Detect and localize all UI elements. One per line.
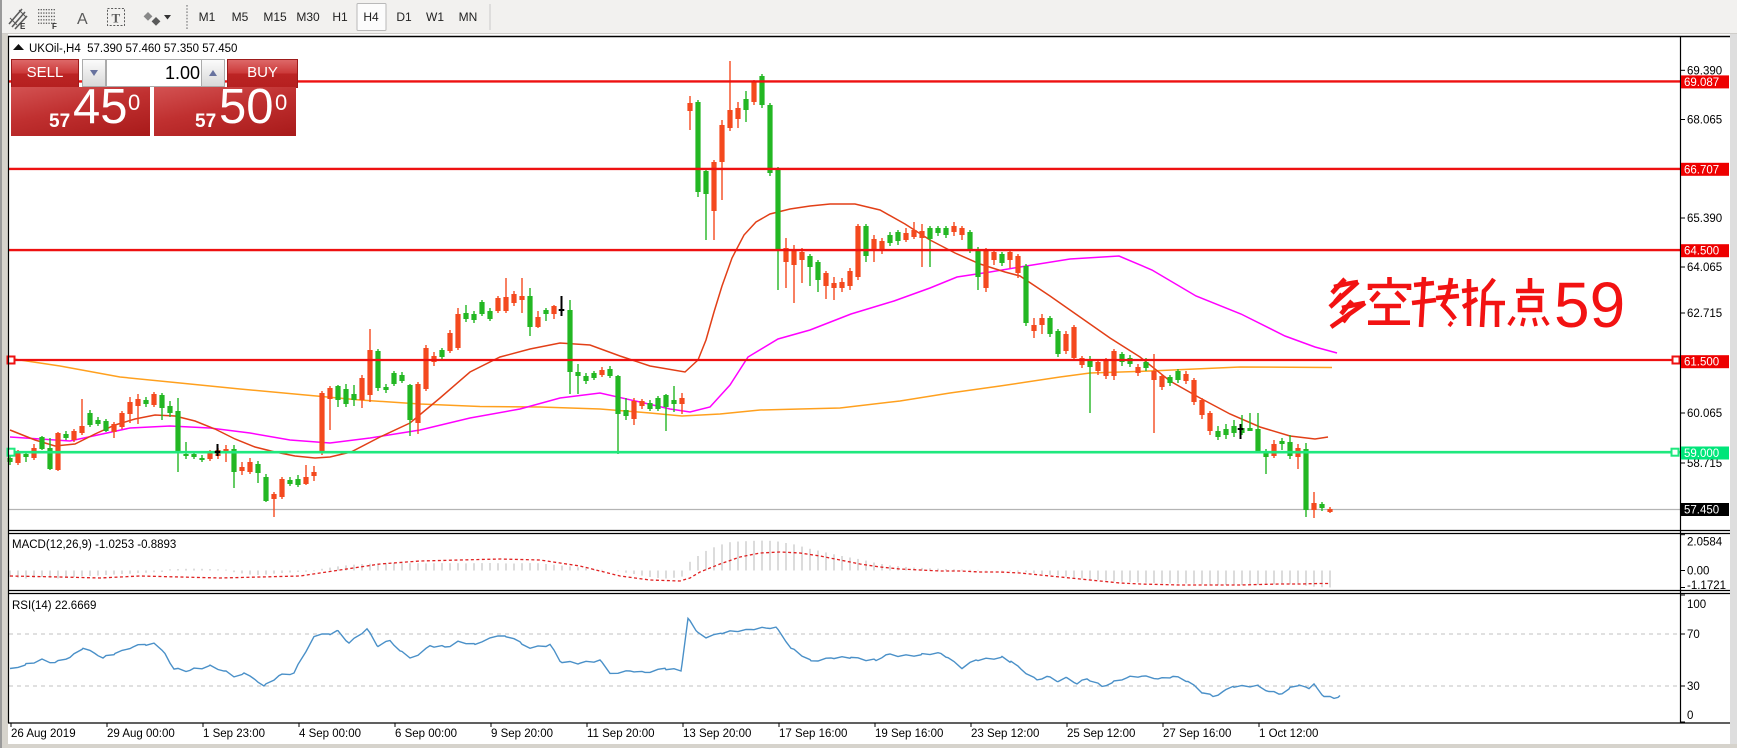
svg-text:E: E [20, 22, 26, 31]
svg-text:70: 70 [1687, 629, 1700, 641]
svg-text:19 Sep 16:00: 19 Sep 16:00 [875, 728, 943, 740]
svg-text:4 Sep 00:00: 4 Sep 00:00 [299, 728, 361, 740]
svg-text:11 Sep 20:00: 11 Sep 20:00 [587, 728, 655, 740]
svg-text:2.0584: 2.0584 [1687, 537, 1723, 549]
svg-text:69.390: 69.390 [1687, 65, 1722, 77]
svg-text:59.000: 59.000 [1684, 448, 1719, 460]
svg-text:0.00: 0.00 [1687, 566, 1709, 578]
svg-text:9 Sep 20:00: 9 Sep 20:00 [491, 728, 553, 740]
svg-text:64.500: 64.500 [1684, 246, 1719, 258]
svg-text:0: 0 [1687, 710, 1693, 722]
svg-text:13 Sep 20:00: 13 Sep 20:00 [683, 728, 751, 740]
svg-text:65.390: 65.390 [1687, 213, 1722, 225]
svg-text:58.715: 58.715 [1687, 458, 1722, 470]
svg-text:F: F [52, 22, 57, 31]
svg-text:T: T [112, 11, 121, 26]
svg-text:MN: MN [459, 10, 478, 24]
svg-text:27 Sep 16:00: 27 Sep 16:00 [1163, 728, 1231, 740]
svg-text:62.715: 62.715 [1687, 308, 1722, 320]
svg-text:100: 100 [1687, 599, 1706, 611]
svg-text:6 Sep 00:00: 6 Sep 00:00 [395, 728, 457, 740]
svg-text:61.500: 61.500 [1684, 357, 1719, 369]
svg-text:MACD(12,26,9) -1.0253 -0.8893: MACD(12,26,9) -1.0253 -0.8893 [12, 539, 176, 551]
svg-text:D1: D1 [396, 10, 412, 24]
svg-text:60.065: 60.065 [1687, 408, 1722, 420]
svg-text:H1: H1 [332, 10, 348, 24]
svg-text:69.087: 69.087 [1684, 77, 1719, 89]
svg-text:-1.1721: -1.1721 [1687, 580, 1726, 592]
svg-text:30: 30 [1687, 681, 1700, 693]
svg-text:M15: M15 [263, 10, 287, 24]
svg-text:25 Sep 12:00: 25 Sep 12:00 [1067, 728, 1135, 740]
svg-text:A: A [77, 11, 88, 28]
svg-text:W1: W1 [426, 10, 444, 24]
svg-text:64.065: 64.065 [1687, 262, 1722, 274]
svg-text:57.450: 57.450 [1684, 505, 1719, 517]
svg-text:1 Sep 23:00: 1 Sep 23:00 [203, 728, 265, 740]
svg-text:17 Sep 16:00: 17 Sep 16:00 [779, 728, 847, 740]
svg-text:UKOil-,H4 57.390 57.460 57.35: UKOil-,H4 57.390 57.460 57.350 57.450 [29, 43, 237, 55]
svg-text:23 Sep 12:00: 23 Sep 12:00 [971, 728, 1039, 740]
svg-text:M5: M5 [232, 10, 249, 24]
svg-text:59: 59 [1554, 269, 1625, 341]
svg-text:RSI(14) 22.6669: RSI(14) 22.6669 [12, 600, 96, 612]
svg-text:68.065: 68.065 [1687, 115, 1722, 127]
svg-text:1 Oct 12:00: 1 Oct 12:00 [1259, 728, 1318, 740]
svg-text:H4: H4 [363, 10, 379, 24]
svg-text:26 Aug 2019: 26 Aug 2019 [11, 728, 76, 740]
svg-text:29 Aug 00:00: 29 Aug 00:00 [107, 728, 175, 740]
svg-text:M30: M30 [296, 10, 320, 24]
svg-text:66.707: 66.707 [1684, 164, 1719, 176]
svg-text:M1: M1 [199, 10, 216, 24]
